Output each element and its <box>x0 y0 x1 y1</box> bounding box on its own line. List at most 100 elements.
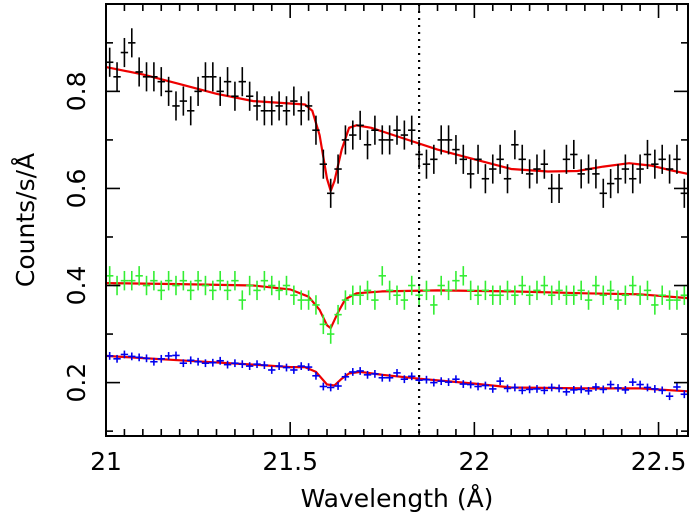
data-point <box>489 385 497 393</box>
data-point <box>673 290 681 310</box>
data-point <box>238 290 246 310</box>
data-point <box>290 86 298 116</box>
data-point <box>253 360 261 369</box>
data-point <box>297 362 305 370</box>
data-point <box>680 178 688 208</box>
data-point <box>231 270 239 291</box>
data-point <box>356 367 364 375</box>
data-point <box>570 386 578 394</box>
data-point <box>548 285 556 305</box>
data-point <box>570 139 578 170</box>
data-point <box>334 154 342 184</box>
data-point <box>172 275 180 296</box>
data-point <box>452 135 460 165</box>
data-point <box>179 86 188 116</box>
data-point <box>282 96 291 126</box>
data-point <box>452 375 460 384</box>
data-point <box>209 280 217 301</box>
data-point <box>253 280 261 301</box>
data-point <box>142 275 151 296</box>
data-point <box>201 359 210 368</box>
data-point <box>238 360 246 369</box>
data-point <box>606 280 615 301</box>
data-point <box>120 350 129 359</box>
data-point <box>496 144 504 174</box>
data-point <box>459 380 467 388</box>
data-point <box>187 96 195 126</box>
data-point <box>422 280 431 301</box>
data-point <box>268 275 276 296</box>
data-point <box>268 96 276 126</box>
series-3 <box>106 350 688 401</box>
data-point <box>481 381 490 390</box>
data-point <box>592 383 600 391</box>
data-point <box>334 304 342 325</box>
data-point <box>518 144 526 174</box>
data-point <box>444 125 453 155</box>
data-point <box>371 115 379 145</box>
data-point <box>341 372 350 381</box>
data-point <box>562 387 571 396</box>
data-point <box>518 275 526 296</box>
data-point <box>511 383 519 392</box>
data-point <box>142 354 151 363</box>
data-point <box>665 154 674 184</box>
data-point <box>238 67 246 97</box>
data-point <box>172 351 180 360</box>
y-axis-title: Counts/s/Å <box>11 153 40 287</box>
data-point <box>371 290 379 310</box>
data-point <box>562 285 571 305</box>
y-axis-ticks: 0.2 0.4 0.6 0.8 <box>62 42 688 432</box>
data-point <box>466 280 475 301</box>
data-point <box>511 285 519 305</box>
series-2 <box>106 266 688 344</box>
data-point <box>658 144 666 174</box>
data-point <box>474 285 482 305</box>
data-point <box>533 385 541 393</box>
data-point <box>481 164 490 194</box>
data-point <box>444 280 453 301</box>
data-point <box>142 62 151 92</box>
data-point <box>253 91 261 121</box>
data-point <box>275 280 283 301</box>
data-point <box>651 295 659 315</box>
data-point <box>327 383 335 392</box>
data-point <box>614 384 622 392</box>
data-point <box>555 384 563 393</box>
data-point <box>371 369 379 378</box>
data-point <box>194 357 202 366</box>
data-point <box>533 154 541 184</box>
data-point <box>525 385 534 394</box>
data-point <box>275 362 283 370</box>
data-point <box>430 295 438 315</box>
data-point <box>304 290 313 310</box>
model-line-1 <box>105 66 689 195</box>
data-point <box>385 373 394 382</box>
data-point <box>245 81 254 111</box>
data-point <box>304 91 313 121</box>
data-point <box>128 352 136 361</box>
data-point <box>356 285 364 305</box>
data-point <box>297 96 305 126</box>
data-point <box>349 120 357 150</box>
data-point <box>223 67 232 97</box>
data-point <box>349 368 357 376</box>
data-point <box>503 280 512 301</box>
data-point <box>577 385 585 394</box>
data-point <box>363 370 372 379</box>
data-point <box>680 390 688 399</box>
data-point <box>164 76 173 106</box>
data-point <box>385 280 394 301</box>
data-point <box>533 280 541 301</box>
data-point <box>393 115 401 145</box>
data-point <box>548 383 556 392</box>
data-point <box>319 314 328 335</box>
data-point <box>150 62 158 92</box>
data-point <box>599 178 607 208</box>
data-point <box>592 275 600 296</box>
data-point <box>437 125 445 155</box>
data-point <box>503 164 512 194</box>
data-point <box>334 382 342 390</box>
data-point <box>459 144 467 174</box>
data-point <box>201 275 210 296</box>
